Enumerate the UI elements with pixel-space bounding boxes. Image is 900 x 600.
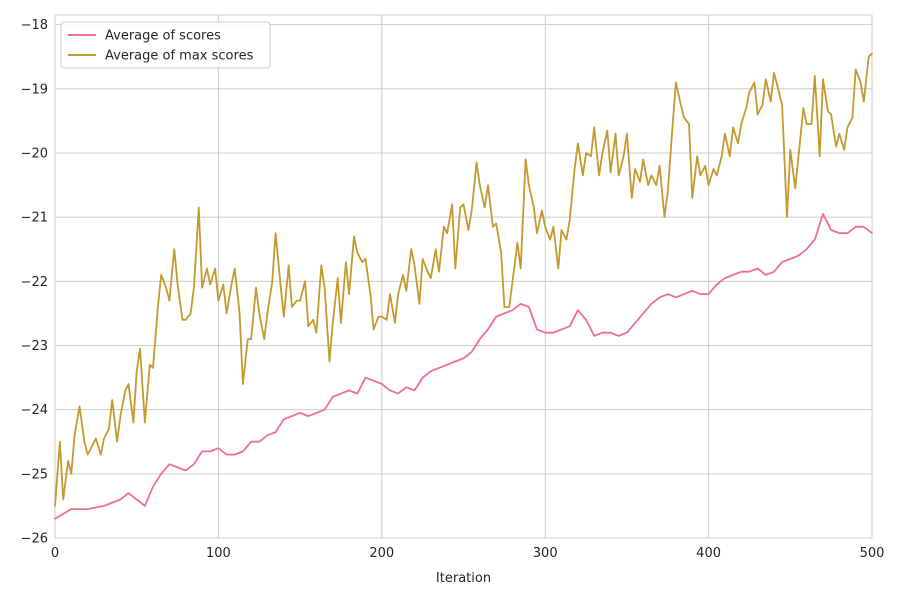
y-tick-label: −25 (21, 467, 48, 482)
legend-box (60, 21, 271, 69)
plot-area (55, 15, 872, 538)
legend-label: Average of scores (105, 29, 221, 44)
y-tick-label: −21 (21, 211, 48, 226)
legend: Average of scores Average of max scores (60, 21, 271, 69)
y-tick-label: −24 (21, 403, 48, 418)
series-line-average-of-max-scores (54, 52, 873, 507)
plot-frame (54, 14, 873, 539)
y-tick-label: −23 (21, 339, 48, 354)
y-tick-label: −18 (21, 18, 48, 33)
series-line-average-of-scores (54, 212, 873, 520)
x-tick-label: 300 (533, 546, 558, 561)
x-tick-label: 100 (206, 546, 231, 561)
y-tick-label: −19 (21, 82, 48, 97)
x-tick-label: 500 (860, 546, 885, 561)
x-tick-label: 400 (696, 546, 721, 561)
x-axis-label: Iteration (436, 571, 491, 586)
x-tick-label: 0 (51, 546, 59, 561)
y-tick-label: −22 (21, 275, 48, 290)
series-layer (54, 52, 873, 520)
grid (54, 14, 873, 539)
legend-label: Average of max scores (105, 49, 254, 64)
y-tick-label: −20 (21, 146, 48, 161)
ticks: 0 100 200 300 400 500 −26 −25 −24 −23 −22 −21 −20 −19… (21, 18, 885, 561)
x-tick-label: 200 (369, 546, 394, 561)
y-tick-label: −26 (21, 532, 48, 547)
